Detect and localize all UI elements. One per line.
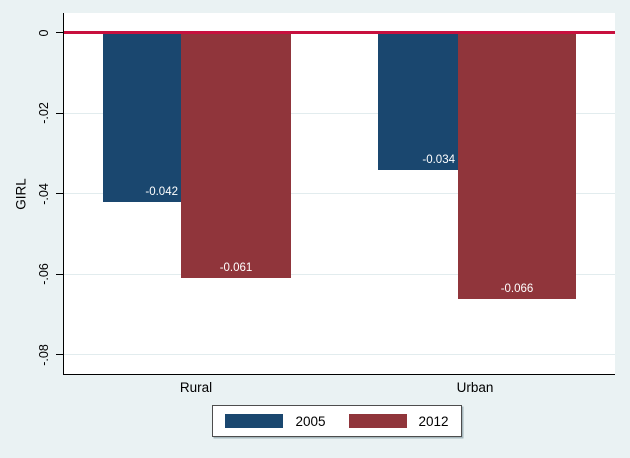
legend: 2005 2012	[212, 405, 462, 437]
bar-rural-2012	[181, 32, 291, 279]
bar-value-label: -0.042	[145, 185, 178, 198]
bar-urban-2005	[378, 32, 458, 170]
bar-urban-2012	[458, 32, 576, 299]
y-tick-label: -.06	[37, 263, 51, 286]
gridline	[64, 273, 615, 275]
x-category-label: Urban	[456, 380, 494, 395]
gridline	[64, 354, 615, 356]
legend-swatch-2012	[348, 414, 407, 428]
y-axis-tick	[56, 32, 63, 33]
y-tick-label: -.02	[37, 102, 51, 124]
legend-label-2012: 2012	[418, 413, 449, 429]
gridline	[64, 112, 615, 114]
bar-value-label: -0.066	[500, 282, 534, 295]
y-axis-tick	[56, 273, 63, 275]
y-axis-tick	[56, 193, 63, 195]
x-category-label: Rural	[179, 380, 213, 395]
y-tick-label: -.08	[37, 344, 51, 366]
y-axis-title: GIRL	[13, 178, 29, 210]
legend-swatch-2005	[225, 414, 284, 428]
bar-value-label: -0.061	[219, 262, 253, 275]
bar-rural-2005	[103, 32, 181, 202]
bar-value-label: -0.034	[422, 153, 455, 166]
y-tick-label: -.04	[37, 182, 51, 205]
gridline	[64, 193, 615, 195]
plot-area: -0.042 -0.034 -0.061 -0.066	[63, 13, 615, 375]
y-tick-label: 0	[37, 29, 51, 36]
y-axis-tick	[56, 354, 63, 356]
zero-reference-line	[64, 31, 615, 34]
legend-label-2005: 2005	[295, 413, 326, 429]
y-axis-tick	[56, 112, 63, 114]
